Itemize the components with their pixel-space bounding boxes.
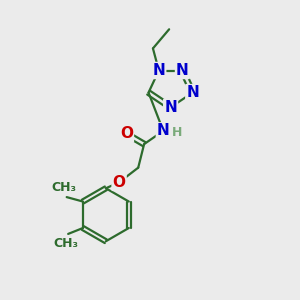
Text: N: N <box>176 63 189 78</box>
Text: N: N <box>152 63 165 78</box>
Text: N: N <box>157 123 169 138</box>
Text: N: N <box>186 85 199 100</box>
Text: O: O <box>112 175 126 190</box>
Text: CH₃: CH₃ <box>53 238 78 250</box>
Text: H: H <box>172 126 182 139</box>
Text: N: N <box>164 100 177 115</box>
Text: CH₃: CH₃ <box>52 181 77 194</box>
Text: O: O <box>120 126 133 141</box>
